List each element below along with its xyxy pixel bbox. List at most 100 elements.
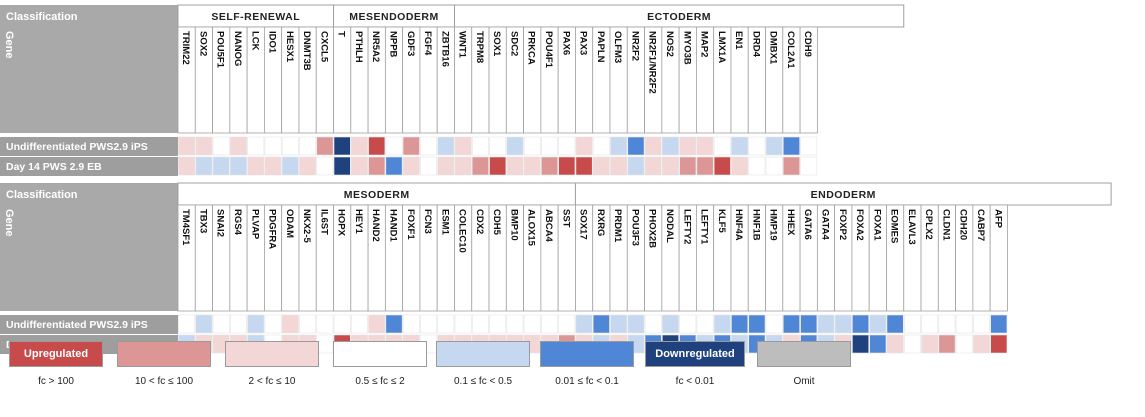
gene-label: PLVAP bbox=[249, 209, 260, 240]
heatmap-cell bbox=[973, 314, 990, 334]
group-header: ENDODERM bbox=[811, 189, 876, 201]
heatmap-cell bbox=[281, 156, 299, 176]
gene-label: GATA4 bbox=[820, 209, 831, 241]
heatmap-cell bbox=[592, 156, 610, 176]
heatmap-cell bbox=[955, 334, 973, 354]
gene-label: POU4F1 bbox=[543, 31, 554, 69]
gene-label: FOXA1 bbox=[871, 209, 882, 241]
heatmap-cell bbox=[782, 156, 800, 176]
heatmap-cell bbox=[350, 156, 368, 176]
heatmap-cell bbox=[990, 314, 1008, 334]
heatmap-cell bbox=[264, 136, 282, 156]
heatmap-cell bbox=[178, 136, 196, 156]
heatmap-cell bbox=[610, 156, 628, 176]
heatmap-cell bbox=[523, 136, 541, 156]
heatmap-cell bbox=[938, 314, 956, 334]
gene-header-cell bbox=[799, 26, 818, 134]
classification-header: Classification bbox=[6, 11, 78, 23]
sample-row-label-cell bbox=[0, 315, 178, 334]
gene-label: PTHLH bbox=[353, 31, 364, 63]
heatmap-cell bbox=[713, 156, 731, 176]
heatmap-cell bbox=[178, 156, 196, 176]
heatmap-cell bbox=[506, 136, 524, 156]
heatmap-cell bbox=[350, 314, 368, 334]
heatmap-cell bbox=[627, 136, 645, 156]
gene-header-cell bbox=[989, 204, 1008, 312]
heatmap-cell bbox=[817, 334, 835, 354]
heatmap-cell bbox=[420, 314, 438, 334]
gene-label: HAND2 bbox=[370, 209, 381, 242]
gene-label: PRKCA bbox=[526, 31, 537, 65]
heatmap-cell bbox=[385, 334, 403, 354]
heatmap-cell bbox=[662, 156, 679, 176]
heatmap-cell bbox=[471, 314, 489, 334]
gene-label: COL2A1 bbox=[785, 31, 796, 69]
legend-label-omit: Omit bbox=[793, 376, 815, 387]
gene-label: HNF4A bbox=[733, 209, 744, 241]
gene-label: PHOX2B bbox=[647, 209, 658, 248]
gene-label: HEY1 bbox=[353, 209, 364, 235]
heatmap-cell bbox=[748, 334, 766, 354]
heatmap-cell bbox=[420, 156, 438, 176]
heatmap-cell bbox=[212, 156, 230, 176]
heatmap-cell bbox=[489, 136, 507, 156]
heatmap-cell bbox=[212, 136, 230, 156]
gene-label: OLFM3 bbox=[612, 31, 623, 63]
heatmap-cell bbox=[230, 156, 247, 176]
gene-label: DRD4 bbox=[750, 31, 761, 58]
heatmap-cell bbox=[247, 156, 265, 176]
legend-label-dn3: fc < 0.01 bbox=[675, 376, 715, 387]
gene-label: NOS2 bbox=[664, 31, 675, 57]
heatmap-cell bbox=[627, 156, 645, 176]
heatmap-cell bbox=[523, 334, 541, 354]
heatmap-cell bbox=[627, 314, 645, 334]
heatmap-cell bbox=[178, 314, 196, 334]
heatmap-cell bbox=[471, 334, 489, 354]
heatmap-cell bbox=[886, 314, 904, 334]
heatmap-cell bbox=[834, 334, 852, 354]
heatmap-cell bbox=[575, 334, 593, 354]
heatmap-cell bbox=[506, 314, 524, 334]
heatmap-cell bbox=[281, 334, 299, 354]
heatmap-cell bbox=[230, 334, 247, 354]
gene-label: MYO3B bbox=[681, 31, 692, 65]
gene-label: ESM1 bbox=[439, 209, 450, 236]
heatmap-cell bbox=[385, 314, 403, 334]
sample-row-label: Undifferentiated PWS2.9 iPS bbox=[6, 319, 148, 331]
heatmap-cell bbox=[610, 314, 628, 334]
heatmap-cell bbox=[402, 136, 420, 156]
heatmap-cell bbox=[748, 136, 766, 156]
legend-label-up1: 2 < fc ≤ 10 bbox=[248, 376, 296, 387]
heatmap-cell bbox=[281, 314, 299, 334]
heatmap-cell bbox=[316, 314, 334, 334]
heatmap-cell bbox=[765, 334, 783, 354]
heatmap-cell bbox=[886, 334, 904, 354]
gene-label: PAPLN bbox=[595, 31, 606, 63]
gene-label: ZBTB16 bbox=[439, 31, 450, 67]
heatmap-cell bbox=[471, 136, 489, 156]
group-header: ECTODERM bbox=[647, 11, 711, 23]
gene-label: HESX1 bbox=[284, 31, 295, 63]
gene-label: NR2F2 bbox=[629, 31, 640, 61]
heatmap-cell bbox=[247, 334, 265, 354]
heatmap-cell bbox=[558, 136, 576, 156]
sample-row-label-cell bbox=[0, 157, 178, 176]
heatmap-cell bbox=[662, 314, 679, 334]
heatmap-cell bbox=[610, 136, 628, 156]
gene-label: ODAM bbox=[284, 209, 295, 238]
heatmap-cell bbox=[454, 334, 472, 354]
heatmap-cell bbox=[316, 156, 334, 176]
heatmap-cell bbox=[800, 136, 818, 156]
heatmap-cell bbox=[800, 314, 818, 334]
gene-label: SOX2 bbox=[197, 31, 208, 56]
heatmap-cell bbox=[800, 334, 818, 354]
heatmap-cell bbox=[385, 156, 403, 176]
gene-header: Gene bbox=[3, 31, 15, 59]
heatmap-cell bbox=[644, 136, 662, 156]
gene-label: GDF3 bbox=[405, 31, 416, 56]
classification-header: Classification bbox=[6, 189, 78, 201]
heatmap-cell bbox=[575, 136, 593, 156]
gene-label: FOXA2 bbox=[854, 209, 865, 241]
heatmap-cell bbox=[696, 314, 714, 334]
heatmap-cell bbox=[713, 314, 731, 334]
